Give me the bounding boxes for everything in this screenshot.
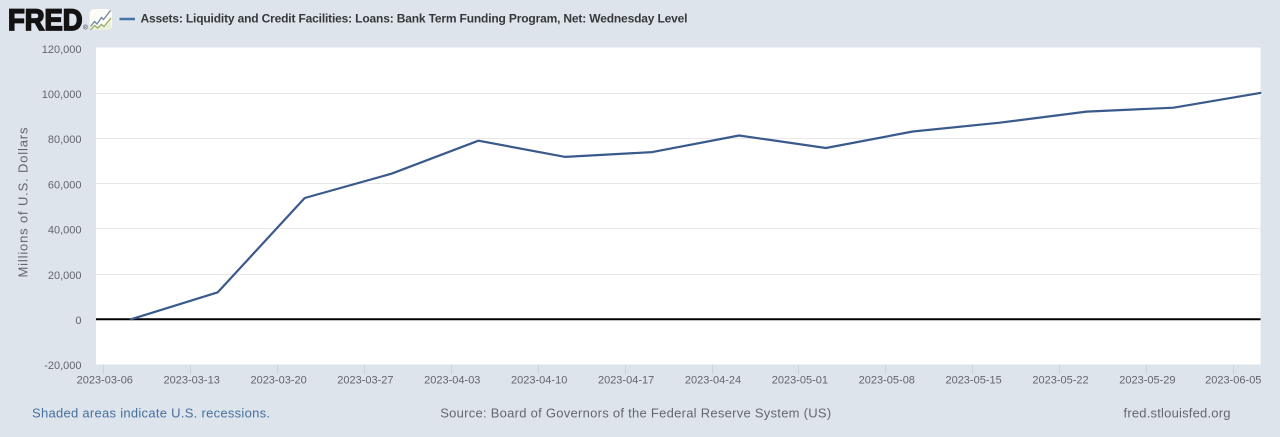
svg-text:2023-05-08: 2023-05-08	[859, 374, 915, 386]
svg-text:0: 0	[75, 315, 81, 327]
svg-text:Assets: Liquidity and Credit F: Assets: Liquidity and Credit Facilities:…	[141, 12, 688, 26]
svg-text:2023-05-22: 2023-05-22	[1032, 374, 1088, 386]
svg-text:120,000: 120,000	[42, 44, 82, 56]
svg-text:®: ®	[83, 24, 88, 32]
svg-text:40,000: 40,000	[48, 225, 82, 237]
svg-text:2023-03-20: 2023-03-20	[250, 374, 306, 386]
svg-text:2023-05-29: 2023-05-29	[1119, 374, 1175, 386]
svg-text:2023-03-06: 2023-03-06	[77, 374, 133, 386]
svg-text:2023-04-24: 2023-04-24	[685, 374, 741, 386]
svg-text:2023-05-15: 2023-05-15	[945, 374, 1001, 386]
svg-text:100,000: 100,000	[42, 89, 82, 101]
svg-text:2023-06-05: 2023-06-05	[1205, 374, 1261, 386]
svg-text:2023-04-10: 2023-04-10	[511, 374, 567, 386]
svg-text:2023-03-27: 2023-03-27	[337, 374, 393, 386]
svg-text:fred.stlouisfed.org: fred.stlouisfed.org	[1124, 406, 1231, 421]
svg-text:2023-05-01: 2023-05-01	[772, 374, 828, 386]
svg-text:Shaded areas indicate U.S. rec: Shaded areas indicate U.S. recessions.	[32, 406, 270, 421]
svg-text:80,000: 80,000	[48, 134, 82, 146]
svg-text:60,000: 60,000	[48, 179, 82, 191]
svg-text:-20,000: -20,000	[44, 360, 81, 372]
svg-text:2023-04-17: 2023-04-17	[598, 374, 654, 386]
svg-text:20,000: 20,000	[48, 270, 82, 282]
svg-text:2023-03-13: 2023-03-13	[164, 374, 220, 386]
svg-text:FRED: FRED	[8, 4, 83, 37]
svg-text:Source: Board of Governors of: Source: Board of Governors of the Federa…	[440, 405, 831, 420]
svg-text:2023-04-03: 2023-04-03	[424, 374, 480, 386]
svg-text:Millions of U.S. Dollars: Millions of U.S. Dollars	[16, 127, 31, 278]
